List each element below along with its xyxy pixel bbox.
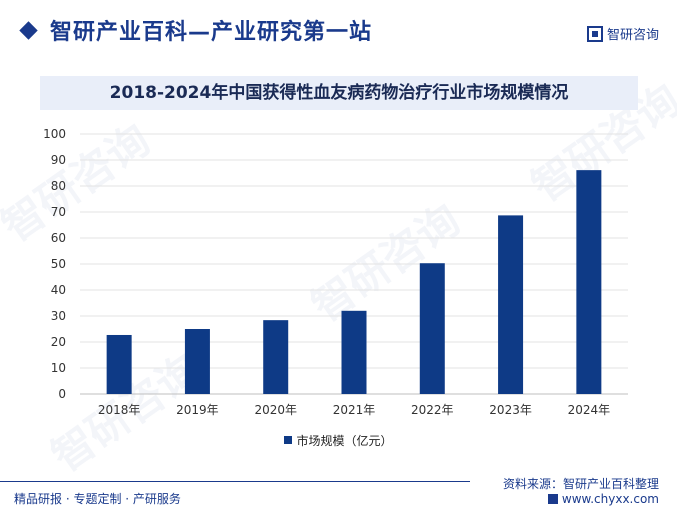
footer-divider <box>0 481 470 482</box>
x-tick-label: 2022年 <box>411 403 454 417</box>
bar-2020年 <box>263 320 289 394</box>
bar-2019年 <box>184 329 210 394</box>
x-tick-label: 2023年 <box>489 403 532 417</box>
legend: 市场规模（亿元） <box>0 432 677 449</box>
bar-2024年 <box>576 170 602 394</box>
x-axis-ticks: 2018年 2019年 2020年 2021年 2022年 2023年 2024年 <box>98 403 610 417</box>
legend-swatch <box>284 436 293 444</box>
y-tick-label: 50 <box>51 257 66 271</box>
bar-2023年 <box>498 215 524 394</box>
url-logo-icon <box>547 494 558 504</box>
site-title: 智研产业百科—产业研究第一站 <box>50 20 373 45</box>
x-tick-label: 2021年 <box>333 403 376 417</box>
x-tick-label: 2024年 <box>568 403 611 417</box>
footer-source: 资料来源：智研产业百科整理 <box>502 477 659 491</box>
y-tick-label: 100 <box>43 127 66 141</box>
y-tick-label: 70 <box>51 205 66 219</box>
brand: 智研咨询 <box>586 24 659 43</box>
y-tick-label: 20 <box>51 335 66 349</box>
brand-logo-icon <box>586 25 603 42</box>
footer-tagline: 精品研报 · 专题定制 · 产研服务 <box>14 492 181 506</box>
y-tick-label: 60 <box>51 231 66 245</box>
x-tick-label: 2019年 <box>176 403 219 417</box>
chart-title: 2018-2024年中国获得性血友病药物治疗行业市场规模情况 <box>40 76 638 110</box>
header: 智研产业百科—产业研究第一站 智研咨询 <box>0 0 677 62</box>
footer-url-text: www.chyxx.com <box>561 492 659 506</box>
y-tick-label: 40 <box>51 283 66 297</box>
y-tick-label: 90 <box>51 153 66 167</box>
x-tick-label: 2018年 <box>98 403 141 417</box>
y-tick-label: 30 <box>51 309 66 323</box>
y-tick-label: 80 <box>51 179 66 193</box>
footer-url: www.chyxx.com <box>547 492 659 506</box>
x-tick-label: 2020年 <box>254 403 297 417</box>
bar-2018年 <box>106 334 132 394</box>
bars <box>106 170 602 394</box>
legend-label: 市场规模（亿元） <box>296 434 393 448</box>
bar-2021年 <box>341 310 367 394</box>
y-tick-label: 0 <box>58 387 66 401</box>
y-tick-label: 10 <box>51 361 66 375</box>
bar-2022年 <box>419 263 445 394</box>
y-axis-ticks: 0 10 20 30 40 50 60 70 80 90 100 <box>43 127 66 401</box>
brand-name: 智研咨询 <box>606 28 659 43</box>
